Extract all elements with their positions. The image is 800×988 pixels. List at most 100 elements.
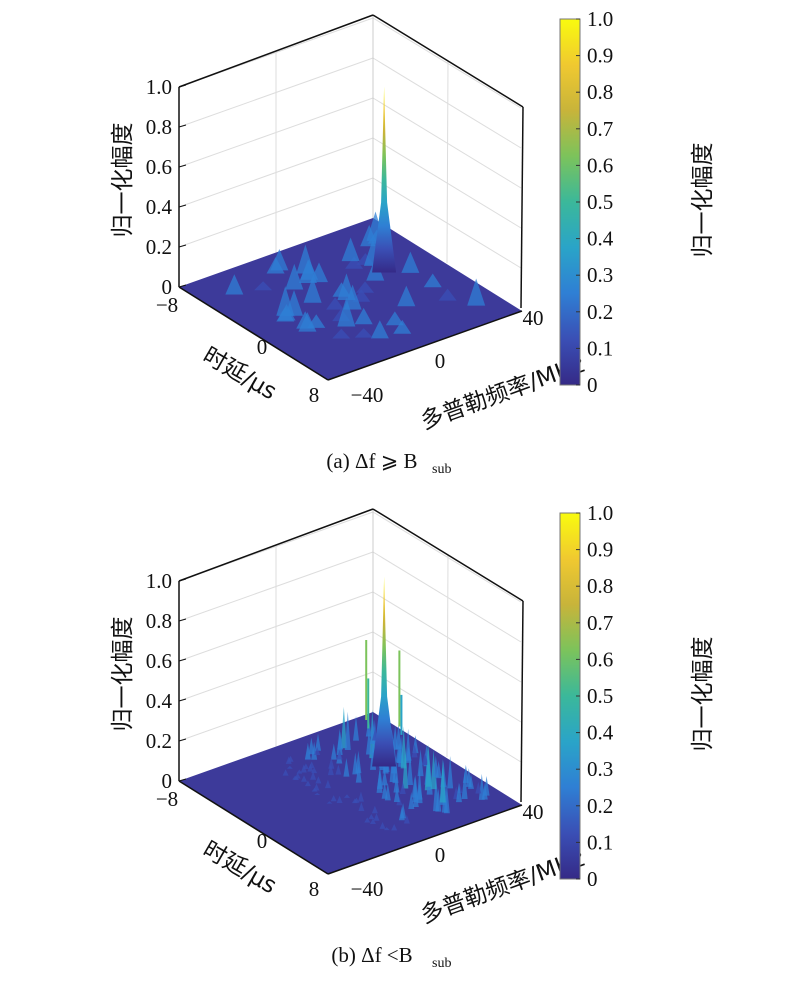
sidelobe-mark bbox=[303, 277, 322, 303]
x-tick-label: −8 bbox=[156, 787, 178, 811]
sidelobe-mark bbox=[341, 237, 360, 262]
y-tick-label: 0 bbox=[435, 349, 446, 373]
z-tick-label: 0.2 bbox=[146, 235, 172, 259]
sidelobe-mark bbox=[343, 794, 350, 798]
sidelobe-mark bbox=[298, 259, 317, 283]
x-tick-label: 8 bbox=[309, 877, 320, 901]
colorbar-tick-label: 0 bbox=[587, 867, 598, 891]
axis-edge bbox=[520, 600, 524, 803]
sidelobe-mark bbox=[385, 311, 404, 326]
colorbar-tick-label: 0.5 bbox=[587, 190, 613, 214]
gridline-y bbox=[446, 554, 449, 758]
sidelobe-mark bbox=[439, 758, 446, 803]
sidelobe-mark bbox=[395, 743, 402, 763]
axis-edge bbox=[327, 310, 523, 381]
colorbar-tick-label: 0.9 bbox=[587, 44, 613, 68]
z-tick-label: 0.6 bbox=[146, 649, 172, 673]
sidelobe-mark bbox=[307, 763, 314, 772]
z-tick bbox=[178, 204, 187, 208]
x-axis-label: 时延/μs bbox=[198, 343, 281, 406]
colorbar-tick-label: 0 bbox=[587, 373, 598, 397]
z-tick-label: 0.6 bbox=[146, 155, 172, 179]
z-tick bbox=[178, 698, 187, 702]
sidelobe-mark bbox=[416, 767, 423, 804]
x-axis-label: 时延/μs bbox=[198, 837, 281, 900]
sidelobe-mark bbox=[330, 743, 337, 760]
axis-edge bbox=[178, 14, 374, 88]
z-tick-label: 0.8 bbox=[146, 115, 172, 139]
z-tick bbox=[178, 244, 187, 248]
sidelobe-mark bbox=[315, 733, 322, 751]
caption: (a) Δf ⩾ B bbox=[326, 449, 417, 473]
sidelobe-mark bbox=[425, 744, 432, 787]
z-tick-label: 0.8 bbox=[146, 609, 172, 633]
colorbar-label: 归一化幅度 bbox=[690, 143, 716, 258]
sidelobe-mark bbox=[376, 766, 383, 789]
sidelobe-mark bbox=[405, 728, 412, 763]
axis-edge bbox=[372, 508, 524, 602]
sidelobe-mark bbox=[371, 805, 378, 814]
axis-edge bbox=[178, 780, 329, 875]
sidelobe-mark bbox=[254, 281, 273, 291]
sidelobe-mark bbox=[314, 747, 321, 755]
sidelobe-mark bbox=[432, 755, 439, 778]
sidelobe-mark bbox=[328, 757, 335, 769]
z-tick-label: 0.2 bbox=[146, 729, 172, 753]
sidelobe-mark bbox=[345, 256, 364, 269]
axis-edge bbox=[178, 286, 329, 381]
sidelobe-mark bbox=[397, 285, 416, 307]
axis-edge bbox=[327, 804, 523, 875]
x-tick-label: −8 bbox=[156, 293, 178, 317]
main-peak bbox=[372, 86, 397, 273]
colorbar-tick-label: 0.6 bbox=[587, 153, 613, 177]
sidelobe-mark bbox=[370, 320, 389, 339]
y-tick-label: −40 bbox=[351, 877, 384, 901]
sidelobe-mark bbox=[384, 782, 391, 801]
sidelobe-mark bbox=[315, 776, 322, 784]
sidelobe-mark bbox=[400, 726, 407, 769]
colorbar-tick-label: 0.4 bbox=[587, 721, 614, 745]
sidelobe-mark bbox=[355, 763, 362, 783]
sidelobe-mark bbox=[408, 791, 415, 809]
colorbar-tick-label: 0.2 bbox=[587, 794, 613, 818]
sidelobe-mark bbox=[403, 814, 410, 824]
sidelobe-mark bbox=[379, 822, 386, 829]
sidelobe-mark bbox=[353, 715, 360, 741]
z-tick-label: 0 bbox=[162, 769, 173, 793]
gridline-z bbox=[372, 551, 522, 643]
axis-edge bbox=[178, 508, 374, 582]
z-tick bbox=[178, 164, 187, 168]
z-tick bbox=[178, 778, 187, 782]
sidelobe-mark bbox=[287, 755, 294, 762]
sidelobe-mark bbox=[344, 711, 351, 750]
sidelobe-mark bbox=[337, 731, 344, 750]
z-tick-label: 0.4 bbox=[146, 689, 173, 713]
gridline-y bbox=[446, 60, 449, 264]
z-tick-label: 0.4 bbox=[146, 195, 173, 219]
y-tick-label: 40 bbox=[523, 306, 544, 330]
sidelobe-mark bbox=[304, 742, 311, 760]
sidelobe-mark bbox=[327, 763, 334, 776]
y-tick-label: 40 bbox=[523, 800, 544, 824]
colorbar-label: 归一化幅度 bbox=[690, 637, 716, 752]
colorbar-tick-label: 1.0 bbox=[587, 7, 613, 31]
sidelobe-mark bbox=[311, 787, 318, 792]
colorbar-tick-label: 0.3 bbox=[587, 757, 613, 781]
sidelobe-mark bbox=[393, 774, 400, 793]
sidelobe-mark bbox=[399, 782, 406, 794]
sidelobe-mark bbox=[310, 771, 317, 780]
sidelobe-mark bbox=[332, 328, 351, 339]
sidelobe-mark bbox=[296, 769, 303, 774]
sidelobe-mark bbox=[401, 251, 420, 273]
sidelobe-mark bbox=[354, 328, 373, 338]
colorbar-tick-label: 1.0 bbox=[587, 501, 613, 525]
sidelobe-mark bbox=[277, 303, 296, 321]
sidelobe-mark bbox=[343, 757, 350, 777]
sidelobe-mark bbox=[356, 281, 375, 293]
gridline-z bbox=[372, 511, 522, 603]
sidelobe-mark bbox=[358, 802, 365, 812]
sidelobe-mark bbox=[357, 791, 364, 802]
sidelobe-mark bbox=[304, 780, 311, 787]
sidelobe-mark bbox=[286, 765, 293, 769]
